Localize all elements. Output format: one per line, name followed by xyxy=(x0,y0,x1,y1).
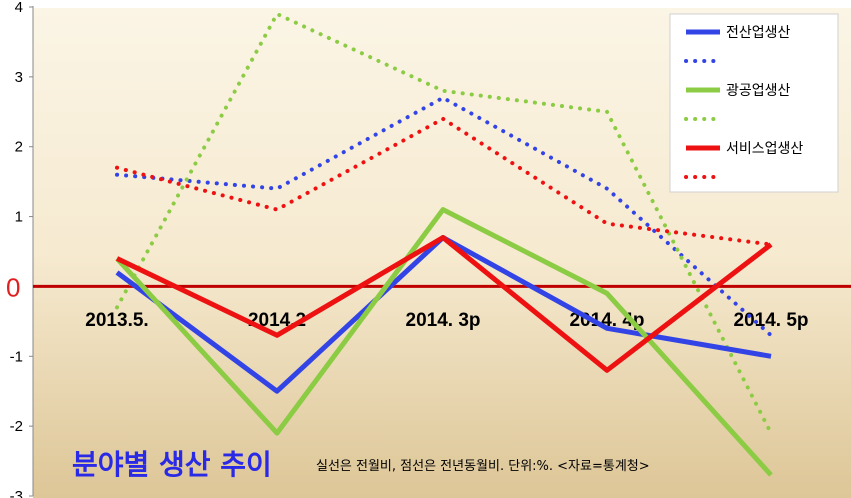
y-tick-label: 3 xyxy=(15,69,23,86)
y-tick-label: -1 xyxy=(10,348,23,365)
legend-label: 서비스업생산 xyxy=(726,141,803,157)
legend-box xyxy=(669,13,839,193)
x-category-label: 2014. 5p xyxy=(734,310,809,331)
x-category-label: 2013.5. xyxy=(85,310,148,331)
y-tick-label: -2 xyxy=(10,418,23,435)
series-line-dotted xyxy=(115,116,773,247)
series-line-solid xyxy=(115,207,773,477)
series-line-dotted xyxy=(115,95,773,338)
legend-label: 전산업생산 xyxy=(726,25,791,41)
legend-label: 광공업생산 xyxy=(726,83,791,99)
y-tick-label: -3 xyxy=(10,488,23,498)
y-tick-label: 4 xyxy=(15,0,23,16)
zero-label: 0 xyxy=(6,272,20,302)
chart-title: 분야별 생산 추이 xyxy=(72,448,272,481)
y-tick-label: 1 xyxy=(15,209,23,226)
series-line-dotted xyxy=(115,12,773,436)
source-note: 실선은 전월비, 점선은 전년동월비. 단위:%. <자료=통계청> xyxy=(316,459,650,474)
y-tick-label: 2 xyxy=(15,139,23,156)
series-line-solid xyxy=(115,235,773,373)
x-category-label: 2014. 3p xyxy=(406,310,481,331)
